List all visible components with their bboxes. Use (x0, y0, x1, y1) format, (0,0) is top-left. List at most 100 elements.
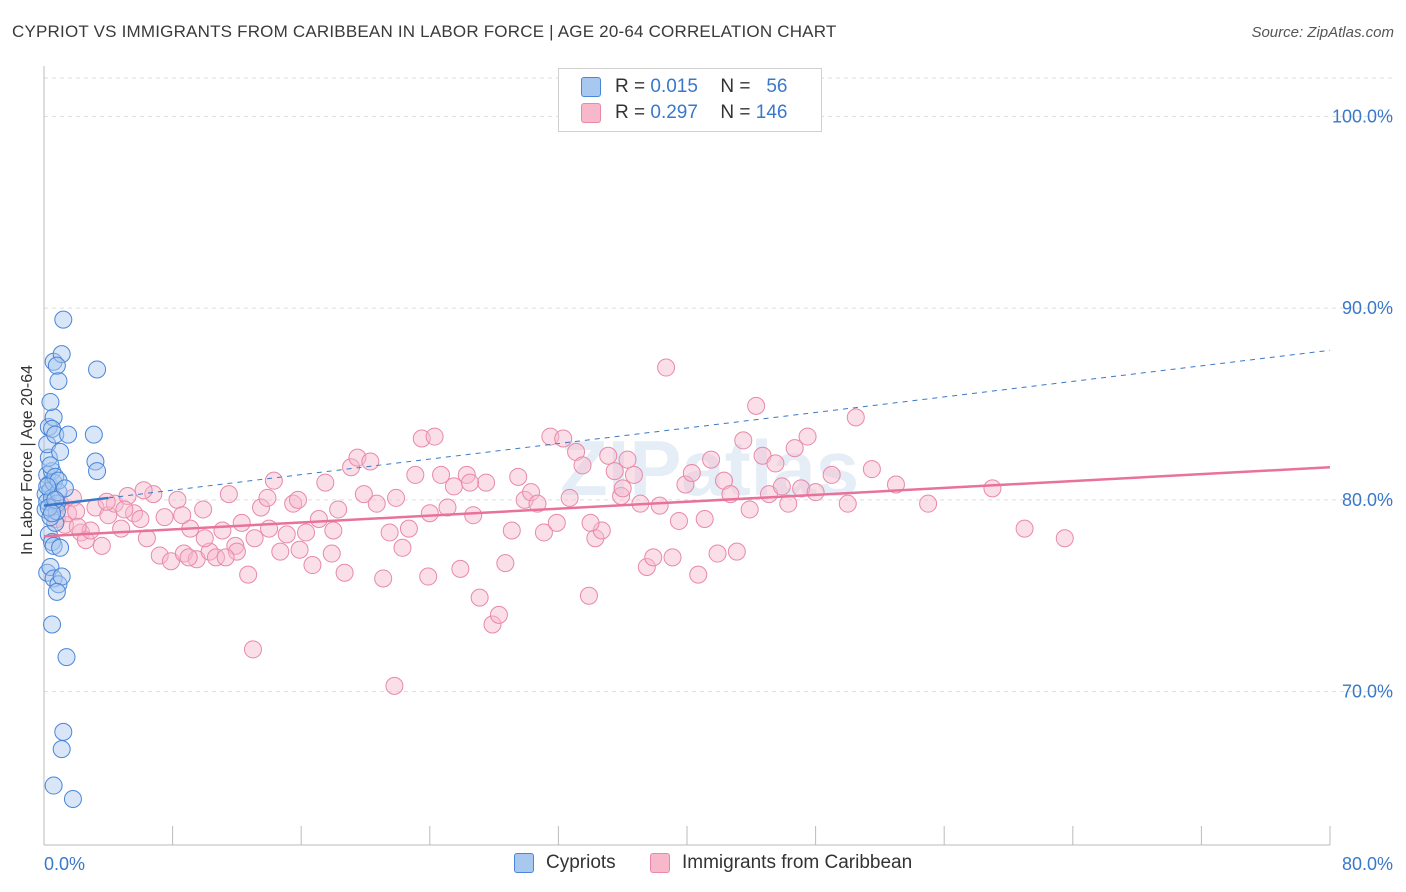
caribbean-point (290, 540, 309, 559)
caribbean-point (496, 554, 515, 573)
cypriot-point (43, 615, 62, 634)
cypriot-points (36, 310, 107, 808)
caribbean-point (862, 460, 881, 479)
caribbean-point (528, 494, 547, 513)
caribbean-point (425, 427, 444, 446)
caribbean-point (134, 481, 153, 500)
caribbean-trend-line (43, 466, 1331, 538)
caribbean-point (219, 485, 238, 504)
caribbean-point (806, 483, 825, 502)
caribbean-point (1015, 519, 1034, 538)
caribbean-point (232, 513, 251, 532)
caribbean-point (335, 563, 354, 582)
caribbean-point (144, 485, 163, 504)
caribbean-point (179, 548, 198, 567)
y-tick-label: 90.0% (1342, 298, 1393, 318)
caribbean-point (354, 485, 373, 504)
caribbean-point (419, 567, 438, 586)
caribbean-point (477, 473, 496, 492)
caribbean-point (385, 676, 404, 695)
caribbean-point (309, 510, 328, 529)
caribbean-point (886, 475, 905, 494)
caribbean-point (772, 477, 791, 496)
caribbean-point (213, 521, 232, 540)
cypriot-point (43, 504, 62, 523)
y-tick-label: 70.0% (1342, 682, 1393, 702)
legend-n-label: N = (720, 102, 751, 123)
caribbean-point (150, 546, 169, 565)
cypriot-point (54, 722, 73, 741)
caribbean-point (599, 446, 618, 465)
cypriot-point (86, 452, 105, 471)
caribbean-point (239, 565, 258, 584)
correlation-legend: R = 0.015 N = 56 R = 0.297 N = 146 (558, 68, 822, 132)
caribbean-point (258, 488, 277, 507)
caribbean-point (1055, 529, 1074, 548)
caribbean-point (727, 542, 746, 561)
caribbean-point (92, 536, 111, 555)
cypriot-point (39, 417, 58, 436)
chart-title: CYPRIOT VS IMMIGRANTS FROM CARIBBEAN IN … (12, 22, 837, 41)
caribbean-point (624, 465, 643, 484)
caribbean-point (67, 502, 86, 521)
caribbean-point (432, 465, 451, 484)
cypriot-point (41, 393, 60, 412)
cypriot-point (88, 360, 107, 379)
cypriot-point (57, 648, 76, 667)
caribbean-point (489, 605, 508, 624)
legend-row-caribbean: R = 0.297 N = 146 (581, 100, 787, 126)
caribbean-point (581, 513, 600, 532)
caribbean-point (650, 496, 669, 515)
bottom-legend-caribbean: Immigrants from Caribbean (650, 852, 912, 874)
cypriot-point (41, 456, 60, 475)
legend-row-cypriots: R = 0.015 N = 56 (581, 74, 787, 100)
caribbean-point (605, 462, 624, 481)
caribbean-legend-swatch (650, 853, 670, 873)
caribbean-point (618, 450, 637, 469)
y-tick-label: 100.0% (1332, 106, 1393, 126)
caribbean-point (207, 548, 226, 567)
caribbean-point (438, 498, 457, 517)
cypriot-point (52, 567, 71, 586)
caribbean-point (502, 521, 521, 540)
caribbean-legend-label: Immigrants from Caribbean (682, 852, 913, 873)
cypriot-point (63, 789, 82, 808)
caribbean-point (264, 471, 283, 490)
caribbean-point (983, 479, 1002, 498)
legend-r-value: 0.297 (650, 102, 698, 123)
cypriot-point (49, 471, 68, 490)
caribbean-point (68, 517, 87, 536)
caribbean-point (838, 494, 857, 513)
cypriot-point (38, 477, 57, 496)
cypriot-point (88, 462, 107, 481)
legend-n-label: N = (720, 76, 751, 97)
caribbean-point (573, 456, 592, 475)
caribbean-point (464, 506, 483, 525)
cypriot-point (47, 582, 66, 601)
cypriot-point (51, 538, 70, 557)
cypriot-trend-line (43, 496, 109, 507)
caribbean-point (97, 492, 116, 511)
caribbean-point (329, 500, 348, 519)
caribbean-point (470, 588, 489, 607)
caribbean-point (785, 439, 804, 458)
caribbean-point (155, 508, 174, 527)
caribbean-point (194, 500, 213, 519)
caribbean-swatch (581, 103, 601, 123)
caribbean-point (702, 450, 721, 469)
cypriot-point (44, 536, 63, 555)
cypriot-point (49, 371, 68, 390)
cypriot-point (59, 425, 78, 444)
x-tick-label: 80.0% (1342, 854, 1393, 874)
cypriot-point (51, 442, 70, 461)
caribbean-point (483, 615, 502, 634)
caribbean-point (798, 427, 817, 446)
caribbean-point (277, 525, 296, 544)
caribbean-point (243, 640, 262, 659)
caribbean-point (131, 510, 150, 529)
caribbean-point (115, 500, 134, 519)
caribbean-point (168, 490, 187, 509)
caribbean-point (740, 500, 759, 519)
caribbean-point (406, 465, 425, 484)
